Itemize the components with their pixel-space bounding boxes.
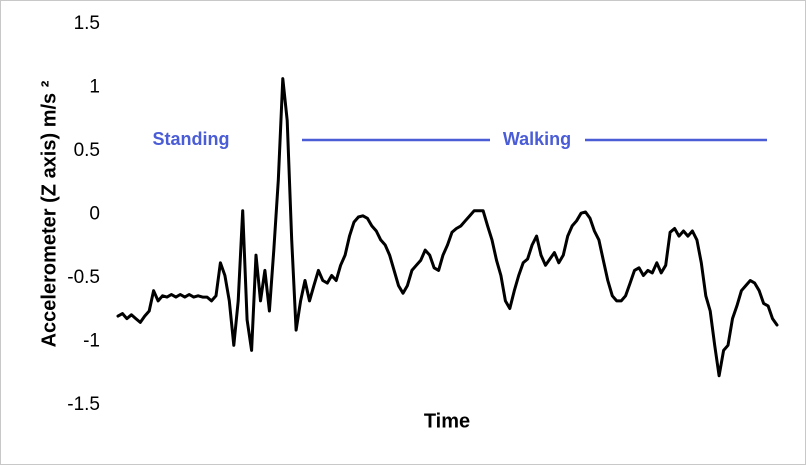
y-tick-label: -0.5 (67, 267, 100, 288)
data-line (116, 77, 779, 378)
y-tick-label: 0.5 (74, 140, 100, 161)
y-tick-label: 0 (89, 204, 100, 225)
y-tick-label: 1 (89, 77, 100, 98)
annotation-walking: Walking (503, 129, 571, 149)
y-tick-label: 1.5 (74, 13, 100, 34)
y-tick-label: -1 (83, 331, 100, 352)
y-axis-title: Accelerometer (Z axis) m/s ² (38, 80, 60, 347)
y-tick-label: -1.5 (67, 394, 100, 415)
x-axis-title: Time (424, 410, 470, 432)
annotation-standing: Standing (153, 129, 230, 149)
